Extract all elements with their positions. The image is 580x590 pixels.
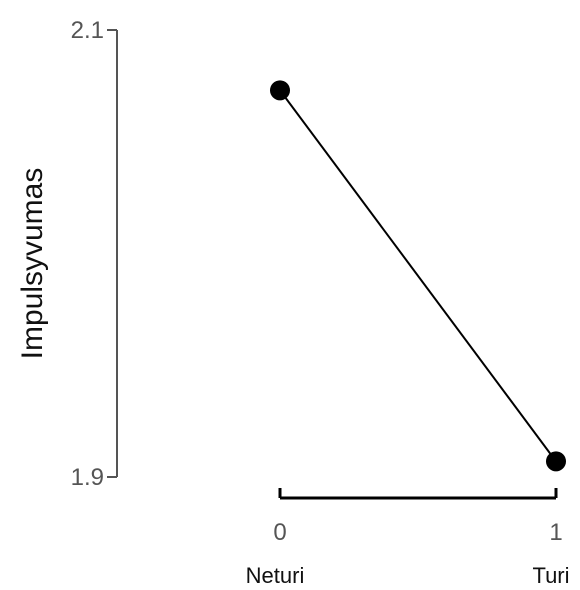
x-category-label-neturi: Neturi: [246, 563, 305, 588]
x-axis: 0 1 Neturi Turi: [246, 488, 570, 588]
x-category-label-turi: Turi: [532, 563, 569, 588]
data-point-neturi: [270, 80, 290, 101]
data-point-turi: [546, 451, 566, 472]
plot-area: [270, 80, 566, 472]
y-axis: 2.1 1.9 Impulsyvumas: [16, 17, 118, 491]
y-axis-title: Impulsyvumas: [16, 168, 49, 360]
y-tick-label-2-1: 2.1: [71, 17, 104, 44]
x-tick-label-1: 1: [549, 519, 562, 546]
x-tick-label-0: 0: [273, 519, 286, 546]
y-tick-label-1-9: 1.9: [71, 464, 104, 491]
series-line: [279, 89, 557, 462]
